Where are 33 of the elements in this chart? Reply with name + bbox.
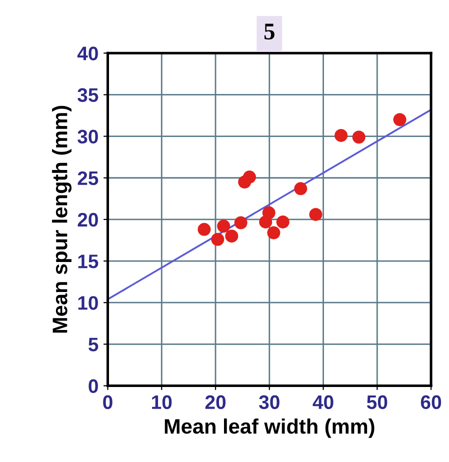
point bbox=[309, 208, 322, 221]
point bbox=[334, 128, 348, 142]
x-tick-label: 50 bbox=[366, 395, 388, 410]
x-tick-label: 10 bbox=[152, 395, 172, 410]
point bbox=[242, 170, 256, 184]
y-tick-label: 15 bbox=[78, 254, 98, 268]
y-tick-label: 0 bbox=[88, 379, 98, 394]
x-tick-label: 20 bbox=[205, 395, 226, 410]
y-tick-label: 25 bbox=[78, 171, 98, 186]
y-tick-label: 5 bbox=[88, 338, 98, 352]
y-tick-label: 20 bbox=[78, 212, 98, 227]
point bbox=[234, 216, 248, 230]
x-tick-label: 60 bbox=[420, 395, 442, 410]
point bbox=[217, 220, 230, 233]
y-tick-label: 40 bbox=[77, 46, 98, 60]
point bbox=[276, 215, 290, 228]
y-tick-label: 30 bbox=[78, 130, 98, 144]
y-tick-label: 35 bbox=[78, 88, 98, 102]
point bbox=[211, 232, 224, 246]
y-tick-label: 10 bbox=[78, 296, 98, 310]
point bbox=[225, 230, 238, 243]
point bbox=[267, 226, 280, 240]
point bbox=[393, 113, 406, 126]
point bbox=[262, 206, 276, 220]
x-tick-label: 40 bbox=[312, 395, 334, 410]
x-axis-title: Mean leaf width (mm) bbox=[164, 418, 374, 438]
point bbox=[198, 222, 211, 236]
x-tick-label: 30 bbox=[259, 395, 280, 410]
chart-title: 5 bbox=[264, 24, 274, 40]
point bbox=[294, 182, 308, 196]
x-tick-label: 0 bbox=[103, 395, 112, 410]
y-axis-title: Mean spur length (mm) bbox=[52, 106, 72, 333]
point bbox=[352, 130, 366, 144]
